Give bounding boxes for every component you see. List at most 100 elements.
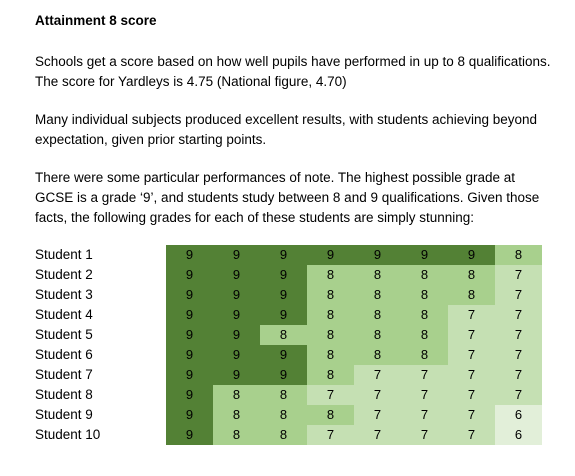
grade-cell: 7 xyxy=(354,385,401,405)
grade-cell: 8 xyxy=(307,305,354,325)
grade-cell: 8 xyxy=(260,385,307,405)
grade-cell: 7 xyxy=(495,265,542,285)
grade-cell: 9 xyxy=(166,405,213,425)
grade-cell: 8 xyxy=(307,345,354,365)
grade-cell: 7 xyxy=(448,345,495,365)
grade-cell: 9 xyxy=(166,345,213,365)
grade-cell: 7 xyxy=(354,425,401,445)
grade-cell: 8 xyxy=(495,245,542,265)
grade-cell: 7 xyxy=(448,425,495,445)
grade-cell: 7 xyxy=(401,425,448,445)
section-heading: Attainment 8 score xyxy=(35,13,157,28)
results-paragraph: Many individual subjects produced excell… xyxy=(35,112,538,147)
grade-cell: 7 xyxy=(495,325,542,345)
grade-cell: 8 xyxy=(307,365,354,385)
grade-cell: 9 xyxy=(213,265,260,285)
grade-cell: 8 xyxy=(307,405,354,425)
grade-cell: 8 xyxy=(354,305,401,325)
grade-cell: 9 xyxy=(166,245,213,265)
student-name: Student 8 xyxy=(35,387,93,402)
student-grades-table: Student 1 9 9 9 9 9 9 9 8 Student 2 9 9 9 8 8 8 8 7 Studen… xyxy=(35,245,542,445)
grade-cell: 9 xyxy=(213,245,260,265)
grade-cell: 8 xyxy=(448,285,495,305)
grade-cell: 7 xyxy=(448,405,495,425)
grade-cell: 7 xyxy=(495,285,542,305)
grade-cell: 7 xyxy=(448,365,495,385)
grade-cell: 7 xyxy=(307,425,354,445)
grade-cell: 9 xyxy=(307,245,354,265)
student-name: Student 2 xyxy=(35,267,93,282)
student-name: Student 10 xyxy=(35,427,101,442)
grade-cell: 9 xyxy=(213,325,260,345)
grade-cell: 8 xyxy=(401,325,448,345)
student-name: Student 7 xyxy=(35,367,93,382)
grade-cell: 8 xyxy=(354,265,401,285)
grade-cell: 8 xyxy=(260,405,307,425)
grade-cell: 7 xyxy=(495,365,542,385)
grade-cell: 9 xyxy=(166,385,213,405)
student-name: Student 6 xyxy=(35,347,93,362)
grade-cell: 9 xyxy=(166,305,213,325)
student-name: Student 3 xyxy=(35,287,93,302)
grade-cell: 8 xyxy=(260,325,307,345)
grade-cell: 6 xyxy=(495,425,542,445)
grade-cell: 8 xyxy=(213,385,260,405)
grade-cell: 9 xyxy=(260,305,307,325)
grade-cell: 9 xyxy=(260,365,307,385)
student-name: Student 1 xyxy=(35,247,93,262)
grade-cell: 8 xyxy=(213,425,260,445)
grade-cell: 8 xyxy=(307,265,354,285)
grade-cell: 9 xyxy=(166,265,213,285)
grade-cell: 8 xyxy=(307,285,354,305)
grade-cell: 8 xyxy=(448,265,495,285)
grade-cell: 8 xyxy=(307,325,354,345)
grade-cell: 9 xyxy=(260,265,307,285)
grade-cell: 8 xyxy=(354,345,401,365)
grade-cell: 8 xyxy=(401,345,448,365)
grade-cell: 9 xyxy=(260,285,307,305)
grade-cell: 7 xyxy=(495,385,542,405)
grade-cell: 9 xyxy=(401,245,448,265)
student-name: Student 9 xyxy=(35,407,93,422)
grade-cell: 7 xyxy=(354,365,401,385)
grade-cell: 7 xyxy=(495,305,542,325)
grade-cell: 9 xyxy=(213,365,260,385)
grade-cell: 7 xyxy=(448,385,495,405)
grade-cell: 9 xyxy=(166,425,213,445)
performance-paragraph: There were some particular performances … xyxy=(35,170,540,225)
grade-cell: 9 xyxy=(354,245,401,265)
grade-cell: 9 xyxy=(448,245,495,265)
grade-cell: 8 xyxy=(354,285,401,305)
document-body: Attainment 8 score Schools get a score b… xyxy=(35,12,555,246)
grade-cell: 9 xyxy=(213,305,260,325)
grade-cell: 9 xyxy=(260,245,307,265)
grade-cell: 8 xyxy=(354,325,401,345)
grade-cell: 9 xyxy=(166,325,213,345)
grade-cell: 7 xyxy=(401,365,448,385)
grade-cell: 8 xyxy=(401,305,448,325)
grade-cell: 9 xyxy=(166,285,213,305)
grade-cell: 7 xyxy=(401,385,448,405)
intro-paragraph: Schools get a score based on how well pu… xyxy=(35,54,551,89)
grade-cell: 9 xyxy=(260,345,307,365)
grade-cell: 7 xyxy=(495,345,542,365)
grade-cell: 6 xyxy=(495,405,542,425)
grade-cell: 8 xyxy=(401,265,448,285)
grade-cell: 7 xyxy=(448,305,495,325)
grade-cell: 7 xyxy=(307,385,354,405)
grade-cell: 8 xyxy=(213,405,260,425)
grade-cell: 8 xyxy=(401,285,448,305)
grade-cell: 7 xyxy=(448,325,495,345)
grade-cell: 9 xyxy=(213,345,260,365)
grade-cell: 9 xyxy=(213,285,260,305)
student-name: Student 4 xyxy=(35,307,93,322)
